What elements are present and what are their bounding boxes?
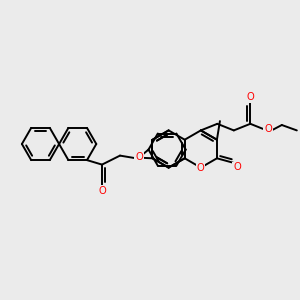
Text: O: O bbox=[135, 152, 143, 162]
Text: O: O bbox=[246, 92, 254, 102]
Text: O: O bbox=[98, 186, 106, 196]
Text: O: O bbox=[197, 163, 205, 172]
Text: O: O bbox=[233, 162, 241, 172]
Text: O: O bbox=[264, 124, 272, 134]
